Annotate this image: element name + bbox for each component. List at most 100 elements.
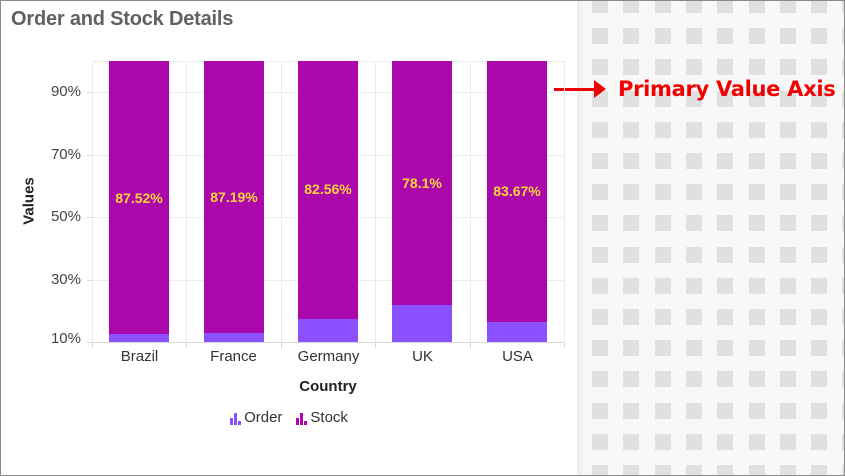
- bar-usa[interactable]: 83.67%: [487, 61, 547, 342]
- axis-annotation: Primary Value Axis: [554, 77, 836, 101]
- pattern-square: [654, 28, 671, 45]
- pattern-square: [842, 277, 844, 294]
- pattern-square: [654, 90, 671, 107]
- pattern-square: [811, 59, 828, 76]
- y-tick-mark: [87, 280, 92, 281]
- pattern-square: [654, 277, 671, 294]
- pattern-square: [654, 59, 671, 76]
- pattern-square: [685, 402, 702, 419]
- pattern-square: [623, 28, 640, 45]
- pattern-square: [717, 153, 734, 169]
- bar-uk[interactable]: 78.1%: [392, 61, 452, 342]
- bar-segment-stock[interactable]: [392, 61, 452, 305]
- pattern-square: [685, 184, 702, 201]
- pattern-square: [654, 402, 671, 419]
- pattern-square: [654, 215, 671, 232]
- pattern-square: [811, 309, 828, 325]
- x-axis-title: Country: [299, 378, 357, 395]
- pattern-square: [654, 433, 671, 450]
- bar-segment-stock[interactable]: [487, 61, 547, 323]
- pattern-square: [592, 402, 608, 419]
- pattern-square: [717, 246, 734, 263]
- pattern-square: [685, 215, 702, 232]
- bar-segment-stock[interactable]: [109, 61, 169, 335]
- pattern-square: [592, 215, 608, 232]
- bar-segment-order[interactable]: [487, 322, 547, 342]
- legend-item-order[interactable]: Order: [230, 409, 282, 426]
- pattern-square: [748, 153, 765, 169]
- pattern-square: [748, 433, 765, 450]
- x-tick-label: France: [210, 348, 257, 365]
- pattern-square: [654, 371, 671, 388]
- legend-label: Order: [244, 409, 283, 426]
- pattern-square: [623, 465, 640, 475]
- pattern-square: [592, 1, 608, 13]
- pattern-square: [811, 433, 828, 450]
- pattern-square: [748, 1, 765, 13]
- pattern-square: [779, 277, 796, 294]
- bar-germany[interactable]: 82.56%: [298, 61, 358, 342]
- legend-item-stock[interactable]: Stock: [296, 409, 348, 426]
- y-tick-mark: [87, 342, 92, 343]
- pattern-square: [811, 121, 828, 138]
- pattern-square: [592, 59, 608, 76]
- pattern-square: [717, 90, 734, 107]
- pattern-square: [623, 433, 640, 450]
- pattern-square: [748, 59, 765, 76]
- pattern-square: [717, 465, 734, 475]
- pattern-square: [748, 309, 765, 325]
- pattern-square: [592, 340, 608, 357]
- pattern-square: [748, 277, 765, 294]
- pattern-square: [685, 121, 702, 138]
- pattern-square: [779, 1, 796, 13]
- x-tick-label: Brazil: [120, 348, 159, 365]
- pattern-square: [842, 153, 844, 169]
- bar-segment-order[interactable]: [298, 318, 358, 342]
- pattern-square: [685, 28, 702, 45]
- pattern-square: [842, 402, 844, 419]
- background-panel: [577, 1, 844, 475]
- bar-segment-order[interactable]: [109, 334, 169, 342]
- pattern-square: [685, 309, 702, 325]
- pattern-square: [623, 309, 640, 325]
- pattern-square: [623, 246, 640, 263]
- data-label: 78.1%: [402, 175, 442, 191]
- pattern-square: [748, 121, 765, 138]
- pattern-square: [685, 246, 702, 263]
- pattern-square: [717, 121, 734, 138]
- pattern-square: [654, 184, 671, 201]
- bar-segment-stock[interactable]: [204, 61, 264, 334]
- annotation-label: Primary Value Axis: [618, 77, 836, 101]
- pattern-square: [592, 371, 608, 388]
- pattern-square: [779, 121, 796, 138]
- pattern-square: [592, 121, 608, 138]
- x-tick-label: UK: [412, 348, 433, 365]
- bar-segment-order[interactable]: [392, 304, 452, 342]
- pattern-square: [779, 433, 796, 450]
- pattern-square: [779, 309, 796, 325]
- y-tick-label: 50%: [50, 208, 81, 225]
- pattern-square: [623, 59, 640, 76]
- pattern-square: [779, 28, 796, 45]
- pattern-square: [748, 28, 765, 45]
- pattern-square: [779, 371, 796, 388]
- bar-brazil[interactable]: 87.52%: [109, 61, 169, 342]
- pattern-square: [623, 153, 640, 169]
- pattern-square: [779, 215, 796, 232]
- pattern-square: [811, 277, 828, 294]
- pattern-square: [811, 153, 828, 169]
- bar-segment-order[interactable]: [204, 333, 264, 342]
- pattern-square: [654, 246, 671, 263]
- pattern-square: [654, 121, 671, 138]
- bar-segment-stock[interactable]: [298, 61, 358, 319]
- x-tick-mark: [92, 342, 93, 348]
- pattern-square: [717, 1, 734, 13]
- bar-france[interactable]: 87.19%: [204, 61, 264, 342]
- pattern-square: [685, 371, 702, 388]
- y-tick-label: 70%: [50, 146, 81, 163]
- gridline: [281, 61, 282, 342]
- dot-pattern: [592, 1, 844, 475]
- pattern-square: [811, 1, 828, 13]
- x-tick-mark: [564, 342, 565, 348]
- pattern-square: [717, 402, 734, 419]
